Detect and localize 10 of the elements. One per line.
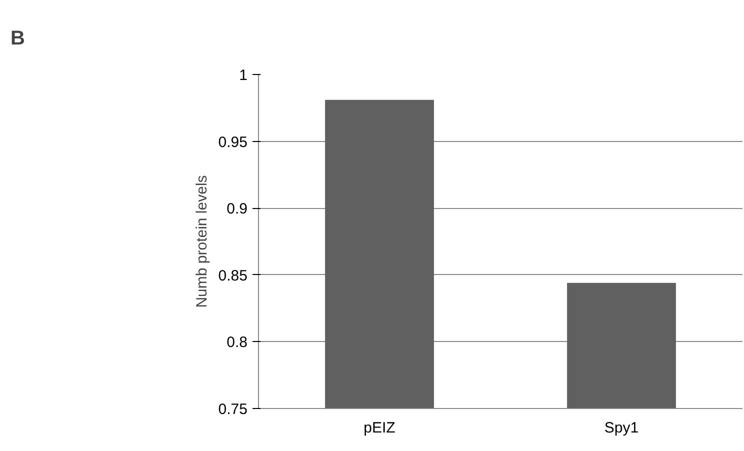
y-tick-label: 0.8: [226, 334, 248, 352]
y-tick-label: 1: [239, 67, 248, 84]
x-tick-label: Spy1: [604, 420, 639, 436]
y-tick-label: 0.75: [218, 401, 248, 418]
text: B: [10, 28, 25, 50]
y-tick-label: 0.9: [226, 200, 248, 218]
y-tick-label: 0.85: [218, 267, 248, 284]
y-axis-title: Numb protein levels: [193, 175, 210, 308]
x-tick-label: pEIZ: [364, 420, 396, 436]
y-tick-label: 0.95: [218, 134, 248, 151]
